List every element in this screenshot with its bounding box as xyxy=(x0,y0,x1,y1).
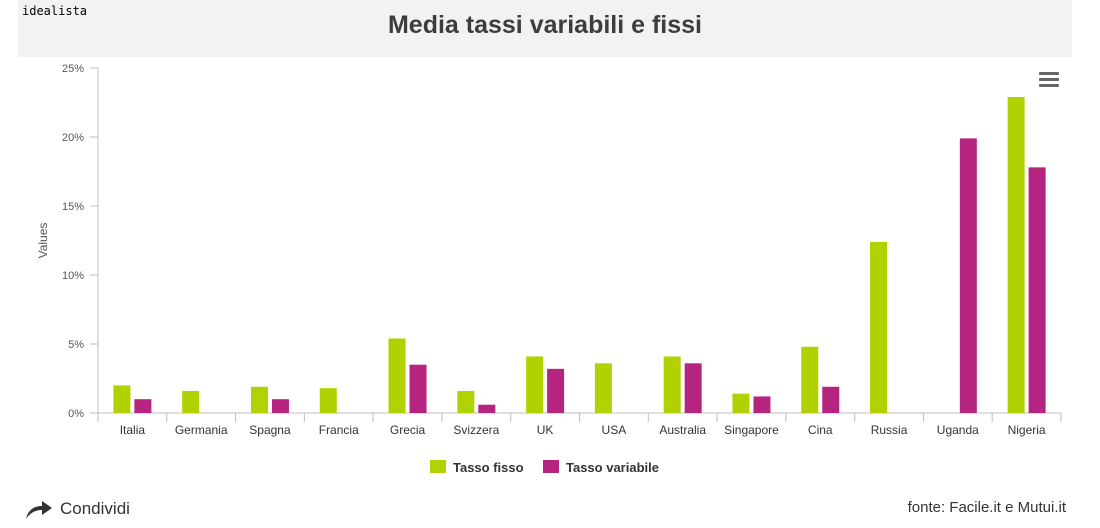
bar xyxy=(113,385,131,413)
y-tick-label: 0% xyxy=(68,408,84,420)
bar xyxy=(959,138,977,413)
bar xyxy=(594,363,612,413)
x-tick-label: Singapore xyxy=(724,423,779,437)
legend-swatch xyxy=(430,460,446,473)
x-tick-label: Spagna xyxy=(249,423,291,437)
y-axis-label: Values xyxy=(36,223,50,259)
bar xyxy=(134,399,152,413)
bar xyxy=(1028,167,1046,413)
share-button[interactable]: Condividi xyxy=(24,498,130,520)
x-tick-label: USA xyxy=(602,423,627,437)
share-arrow-icon xyxy=(26,501,52,519)
x-tick-label: Nigeria xyxy=(1008,423,1046,437)
bar xyxy=(319,388,337,413)
source-credit: fonte: Facile.it e Mutui.it xyxy=(907,499,1066,516)
x-tick-label: Cina xyxy=(808,423,833,437)
bar xyxy=(1007,96,1025,413)
bar xyxy=(182,390,200,413)
legend-swatch xyxy=(543,460,559,473)
bar xyxy=(250,386,268,413)
y-tick-label: 15% xyxy=(62,201,84,213)
chart-title: Media tassi variabili e fissi xyxy=(387,11,703,39)
bar xyxy=(732,393,750,413)
bar xyxy=(870,241,888,413)
hamburger-menu-icon[interactable] xyxy=(1039,72,1059,90)
x-tick-label: Germania xyxy=(175,423,228,437)
legend-label: Tasso variabile xyxy=(566,460,659,475)
x-tick-label: Russia xyxy=(871,423,908,437)
bar xyxy=(478,404,496,413)
x-tick-label: Francia xyxy=(319,423,359,437)
y-tick-label: 20% xyxy=(62,132,84,144)
bar xyxy=(684,363,702,413)
x-tick-label: Svizzera xyxy=(453,423,499,437)
idealista-logo: idealista xyxy=(22,4,88,18)
bar xyxy=(801,346,819,413)
x-tick-label: UK xyxy=(537,423,554,437)
y-tick-label: 5% xyxy=(68,339,84,351)
bar xyxy=(663,356,681,413)
bar xyxy=(457,390,475,413)
bar xyxy=(753,396,771,413)
bar xyxy=(547,368,565,413)
bar xyxy=(388,338,406,413)
legend-label: Tasso fisso xyxy=(453,460,524,475)
bar xyxy=(822,386,840,413)
bar xyxy=(526,356,544,413)
bar xyxy=(271,399,289,413)
chart-header: Media tassi variabili e fissi xyxy=(18,0,1072,57)
x-tick-label: Grecia xyxy=(390,423,426,437)
y-tick-label: 10% xyxy=(62,270,84,282)
share-label: Condividi xyxy=(60,499,130,518)
y-tick-label: 25% xyxy=(62,63,84,75)
x-tick-label: Australia xyxy=(659,423,706,437)
bar xyxy=(409,364,427,413)
x-tick-label: Italia xyxy=(120,423,146,437)
x-tick-label: Uganda xyxy=(937,423,979,437)
